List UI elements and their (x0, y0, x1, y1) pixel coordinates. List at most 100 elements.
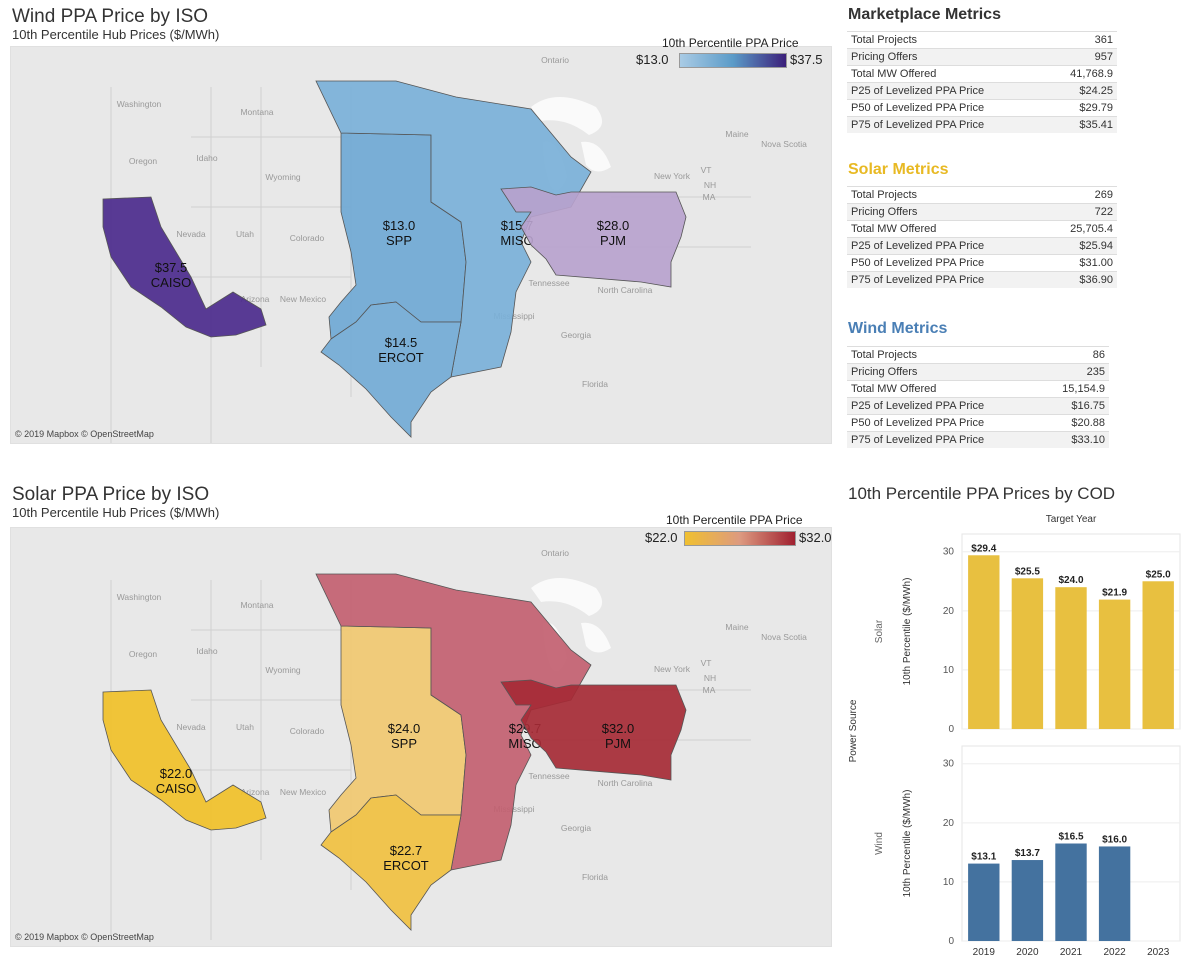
metric-label: Total MW Offered (847, 380, 1040, 398)
x-tick-label: 2020 (1016, 947, 1039, 956)
iso-region-pjm[interactable] (500, 186, 687, 288)
metrics-row: Pricing Offers 722 (847, 203, 1117, 221)
place-label: Washington (117, 592, 162, 602)
metric-value: $16.75 (1039, 397, 1109, 415)
bar-wind-2022[interactable] (1098, 846, 1131, 941)
metric-label: Total Projects (847, 31, 1046, 49)
bar-solar-2019[interactable] (968, 555, 1000, 729)
place-label: Wyoming (265, 665, 301, 675)
iso-price-label: $28.0 (597, 218, 630, 233)
metrics-row: P75 of Levelized PPA Price $36.90 (847, 271, 1117, 288)
y-axis-label: 10th Percentile ($/MWh) (902, 790, 913, 898)
metric-label: P50 of Levelized PPA Price (847, 99, 1046, 117)
metric-label: P25 of Levelized PPA Price (847, 397, 1040, 415)
bar-wind-2021[interactable] (1055, 843, 1087, 942)
place-label: Florida (582, 872, 608, 882)
place-labels: Washington Montana Oregon Idaho Wyoming Nevad… (117, 55, 807, 389)
bar-solar-2021[interactable] (1055, 587, 1087, 729)
place-label: Arizona (241, 787, 270, 797)
metrics-row: Pricing Offers 235 (847, 363, 1109, 381)
iso-region-ercot[interactable] (320, 794, 462, 931)
metric-label: Total MW Offered (847, 65, 1046, 83)
place-labels: Washington Montana Oregon Idaho Wyoming Nevad… (117, 548, 807, 882)
place-label: VT (701, 658, 712, 668)
lake-huron (581, 622, 611, 653)
iso-name-label: SPP (386, 233, 412, 248)
metrics-row: Total MW Offered 25,705.4 (847, 220, 1117, 238)
metric-value: $25.94 (1045, 237, 1117, 255)
place-label: Maine (725, 129, 748, 139)
metric-value: 269 (1045, 186, 1117, 204)
metric-value: 722 (1045, 203, 1117, 221)
place-label: Montana (240, 107, 273, 117)
place-label: Georgia (561, 330, 592, 340)
metric-label: P75 of Levelized PPA Price (847, 431, 1040, 448)
bar-data-label: $13.1 (971, 852, 996, 863)
place-label: North Carolina (598, 778, 653, 788)
wind-metrics-table: Total Projects 86 Pricing Offers 235 Total M… (847, 346, 1109, 448)
iso-region-miso[interactable] (315, 80, 592, 378)
place-label: MA (703, 192, 716, 202)
bar-solar-2022[interactable] (1098, 599, 1131, 729)
metric-value: $31.00 (1045, 254, 1117, 272)
place-label: Maine (725, 622, 748, 632)
metric-label: Total Projects (847, 186, 1046, 204)
solar-metrics-title: Solar Metrics (848, 161, 949, 178)
iso-name-label: CAISO (151, 275, 191, 290)
y-axis-label: 10th Percentile ($/MWh) (902, 578, 913, 686)
metric-value: 86 (1039, 346, 1109, 364)
bar-solar-2023[interactable] (1142, 581, 1174, 729)
place-label: Nevada (176, 229, 206, 239)
lake-huron (581, 141, 611, 172)
metric-label: P25 of Levelized PPA Price (847, 237, 1046, 255)
place-label: Colorado (290, 726, 325, 736)
place-label: Arizona (241, 294, 270, 304)
iso-region-pjm[interactable] (500, 679, 687, 781)
solar-map-attribution[interactable]: © 2019 Mapbox © OpenStreetMap (15, 932, 154, 942)
bar-data-label: $13.7 (1015, 848, 1040, 859)
marketplace-metrics-table: Total Projects 361 Pricing Offers 957 Total … (847, 31, 1117, 133)
wind-legend-gradient (679, 53, 787, 68)
solar-map[interactable]: Washington Montana Oregon Idaho Wyoming Nevad… (10, 527, 832, 947)
wind-map[interactable]: Washington Montana Oregon Idaho Wyoming Nevad… (10, 46, 832, 444)
solar-metrics-table: Total Projects 269 Pricing Offers 722 Total … (847, 186, 1117, 288)
solar-legend-gradient (684, 531, 796, 546)
place-label: Tennessee (528, 771, 569, 781)
wind-map-attribution[interactable]: © 2019 Mapbox © OpenStreetMap (15, 429, 154, 439)
iso-price-label: $22.7 (390, 843, 423, 858)
metric-label: Pricing Offers (847, 363, 1040, 381)
bar-data-label: $16.0 (1102, 834, 1127, 845)
metric-value: 957 (1045, 48, 1117, 66)
place-label: New Mexico (280, 294, 327, 304)
place-label: Florida (582, 379, 608, 389)
place-label: Ontario (541, 548, 569, 558)
x-tick-label: 2023 (1147, 947, 1170, 956)
place-label: Montana (240, 600, 273, 610)
solar-legend-min: $22.0 (645, 530, 678, 545)
iso-region-miso[interactable] (315, 573, 592, 871)
bar-solar-2020[interactable] (1011, 578, 1044, 729)
metric-value: 41,768.9 (1045, 65, 1117, 83)
bar-wind-2020[interactable] (1011, 860, 1044, 941)
iso-region-caiso[interactable] (102, 689, 267, 831)
wind-metrics-title: Wind Metrics (848, 320, 948, 337)
place-label: Colorado (290, 233, 325, 243)
metrics-row: Total Projects 361 (847, 31, 1117, 49)
metric-label: P75 of Levelized PPA Price (847, 271, 1046, 288)
iso-region-ercot[interactable] (320, 301, 462, 438)
metric-label: P50 of Levelized PPA Price (847, 254, 1046, 272)
place-label: Ontario (541, 55, 569, 65)
wind-map-canvas[interactable]: Washington Montana Oregon Idaho Wyoming Nevad… (11, 47, 831, 443)
bar-data-label: $29.4 (971, 543, 996, 554)
marketplace-metrics-title: Marketplace Metrics (848, 6, 1001, 23)
iso-region-caiso[interactable] (102, 196, 267, 338)
solar-legend-max: $32.0 (799, 530, 832, 545)
bar-chart[interactable]: Target Year Power Source Solar 10th Percent… (840, 506, 1190, 956)
place-label: Mississippi (493, 311, 534, 321)
place-label: Idaho (196, 153, 218, 163)
metrics-row: Pricing Offers 957 (847, 48, 1117, 66)
solar-map-subtitle: 10th Percentile Hub Prices ($/MWh) (12, 505, 220, 520)
bar-wind-2019[interactable] (968, 863, 1000, 941)
solar-map-canvas[interactable]: Washington Montana Oregon Idaho Wyoming Nevad… (11, 528, 831, 946)
wind-map-subtitle: 10th Percentile Hub Prices ($/MWh) (12, 27, 220, 42)
